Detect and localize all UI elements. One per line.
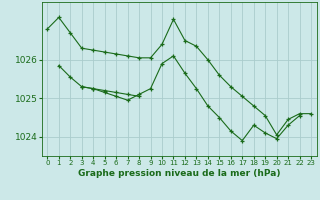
X-axis label: Graphe pression niveau de la mer (hPa): Graphe pression niveau de la mer (hPa) [78,169,280,178]
